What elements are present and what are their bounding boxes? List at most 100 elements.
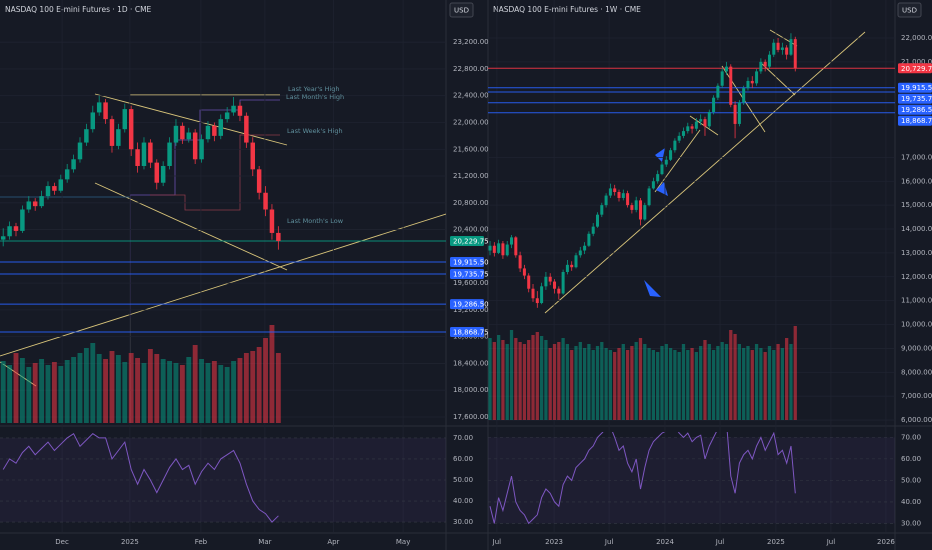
rsi-tick-label: 40.00 [901,498,921,506]
candle-body [64,169,70,180]
x-tick-label: 2024 [656,538,674,546]
volume-bar [643,344,647,420]
rsi-tick-label: 30.00 [901,519,921,527]
volume-bar [625,350,630,420]
volume-bar [595,346,600,420]
candle-body [755,71,759,84]
candle-body [116,129,121,146]
candle-body [621,193,625,198]
y-tick-label: 23,200.00 [453,38,489,46]
rsi-tick-label: 50.00 [453,476,473,484]
candle-body [600,205,604,215]
volume-bar [167,361,173,423]
currency-box [897,2,922,18]
candle-body [522,268,526,276]
candle-body [96,102,102,113]
candle-body [673,140,677,151]
candle-body [617,192,621,198]
x-tick-label: Dec [55,538,69,546]
candle-body [58,179,64,191]
candle-body [180,125,185,140]
level-label-box [898,104,932,115]
candle-body [677,135,681,141]
candle-body [656,174,660,182]
volume-bar [742,348,746,420]
candle-body [192,132,198,160]
level-label-box [450,269,484,280]
volume-bar [160,359,166,423]
candle-body [591,226,595,234]
candle-body [548,276,552,282]
currency: USD [454,7,469,15]
volume-bar [522,344,527,420]
volume-bar [192,345,198,423]
candle-body [587,233,591,246]
level-label: 20,229.75 [453,237,489,245]
arrow [644,280,661,297]
volume-bar [243,353,249,423]
volume-bar [205,363,211,423]
candle-body [763,61,767,67]
candle-body [263,192,268,210]
rsi-tick-label: 60.00 [453,455,473,463]
y-tick-label: 17,600.00 [453,413,489,421]
candle-body [681,131,685,136]
volume-bar [147,349,153,423]
volume-bar [269,325,275,423]
volume-bar [13,353,19,423]
candle-body [109,119,115,146]
candle-body [527,275,531,289]
y-tick-label: 18,000.00 [453,386,489,394]
candle-body [772,42,776,55]
volume-bar [759,348,763,420]
candle-body [518,255,522,269]
candle-body [199,139,204,160]
candle-body [7,226,12,237]
candle-body [712,97,716,112]
level-label-box [450,327,484,338]
candle-body [535,298,539,304]
volume-bar [224,367,230,423]
y-tick-label: 21,200.00 [453,172,489,180]
candle-body [699,119,703,122]
volume-bar [613,352,617,420]
volume-bar [26,367,32,423]
volume-bar [737,344,742,420]
candle-body [32,201,38,207]
level-label: 19,286.50 [453,301,489,309]
x-tick-label: 2025 [121,538,139,546]
candle-body [531,288,535,299]
level-label: 18,868.75 [453,329,489,337]
x-tick-label: Jul [604,538,614,546]
candle-body [583,245,587,251]
volume-bar [492,342,496,420]
volume-bar [776,344,780,420]
candle-body [77,142,83,160]
volume-bar [561,338,565,420]
candle-body [767,54,771,67]
candle-body [553,281,557,289]
volume-bar [763,352,767,420]
rsi-tick-label: 40.00 [453,497,473,505]
volume-bar [58,366,64,423]
x-tick-label: Jul [715,538,725,546]
y-tick-label: 10,000.00 [901,321,932,329]
volume-bar [707,344,711,420]
candle-body [540,286,544,304]
volume-bar [45,365,51,423]
level-label: 20,729.75 [901,65,932,73]
volume-bar [587,344,591,420]
candle-body [759,61,763,72]
candle-body [557,288,561,294]
rsi-line [489,432,796,525]
candle-body [634,200,638,210]
candle-body [613,188,617,192]
candle-body [160,165,166,183]
candle-body [501,243,505,256]
level-label-box [450,256,484,267]
volume-bar [750,350,754,420]
volume-bar [263,338,268,423]
candle-body [638,200,642,220]
volume-bar [746,346,750,420]
